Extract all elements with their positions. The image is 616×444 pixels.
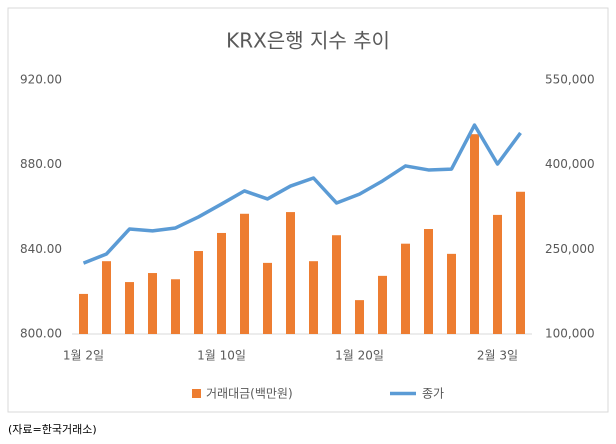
bar <box>79 293 88 334</box>
x-tick-label: 2월 3일 <box>477 349 518 363</box>
y2-tick-label: 100,000 <box>545 327 595 341</box>
x-tick-label: 1월 20일 <box>335 349 384 363</box>
y-tick-label: 840.00 <box>20 242 62 256</box>
line <box>82 123 522 265</box>
y-tick-label: 880.00 <box>20 157 62 171</box>
x-tick-label: 1월 2일 <box>63 349 104 363</box>
bar <box>286 212 295 334</box>
bar <box>470 134 479 334</box>
bar <box>516 191 525 334</box>
chart-title: KRX은행 지수 추이 <box>226 29 390 53</box>
legend-label: 종가 <box>422 387 444 401</box>
y-tick-label: 800.00 <box>20 327 62 341</box>
y2-tick-label: 400,000 <box>545 157 595 171</box>
bar <box>102 261 111 334</box>
bar <box>240 213 249 334</box>
bar <box>401 243 410 334</box>
bar <box>194 251 203 334</box>
chart-frame <box>7 7 609 413</box>
y-tick-label: 920.00 <box>20 73 62 87</box>
bar <box>171 279 180 334</box>
bar <box>447 253 456 334</box>
legend-swatch <box>192 389 201 398</box>
source-note: (자료=한국거래소) <box>8 423 97 436</box>
bar <box>355 300 364 334</box>
y2-tick-label: 250,000 <box>545 242 595 256</box>
bar <box>493 214 502 334</box>
bar <box>148 273 157 334</box>
y2-tick-label: 550,000 <box>545 73 595 87</box>
legend-label: 거래대금(백만원) <box>206 387 293 401</box>
x-tick-label: 1월 10일 <box>197 349 246 363</box>
bar <box>424 229 433 334</box>
bar <box>217 232 226 334</box>
bar <box>263 262 272 334</box>
bar <box>378 275 387 334</box>
bar <box>332 235 341 334</box>
bar <box>125 282 134 334</box>
bar <box>309 261 318 334</box>
